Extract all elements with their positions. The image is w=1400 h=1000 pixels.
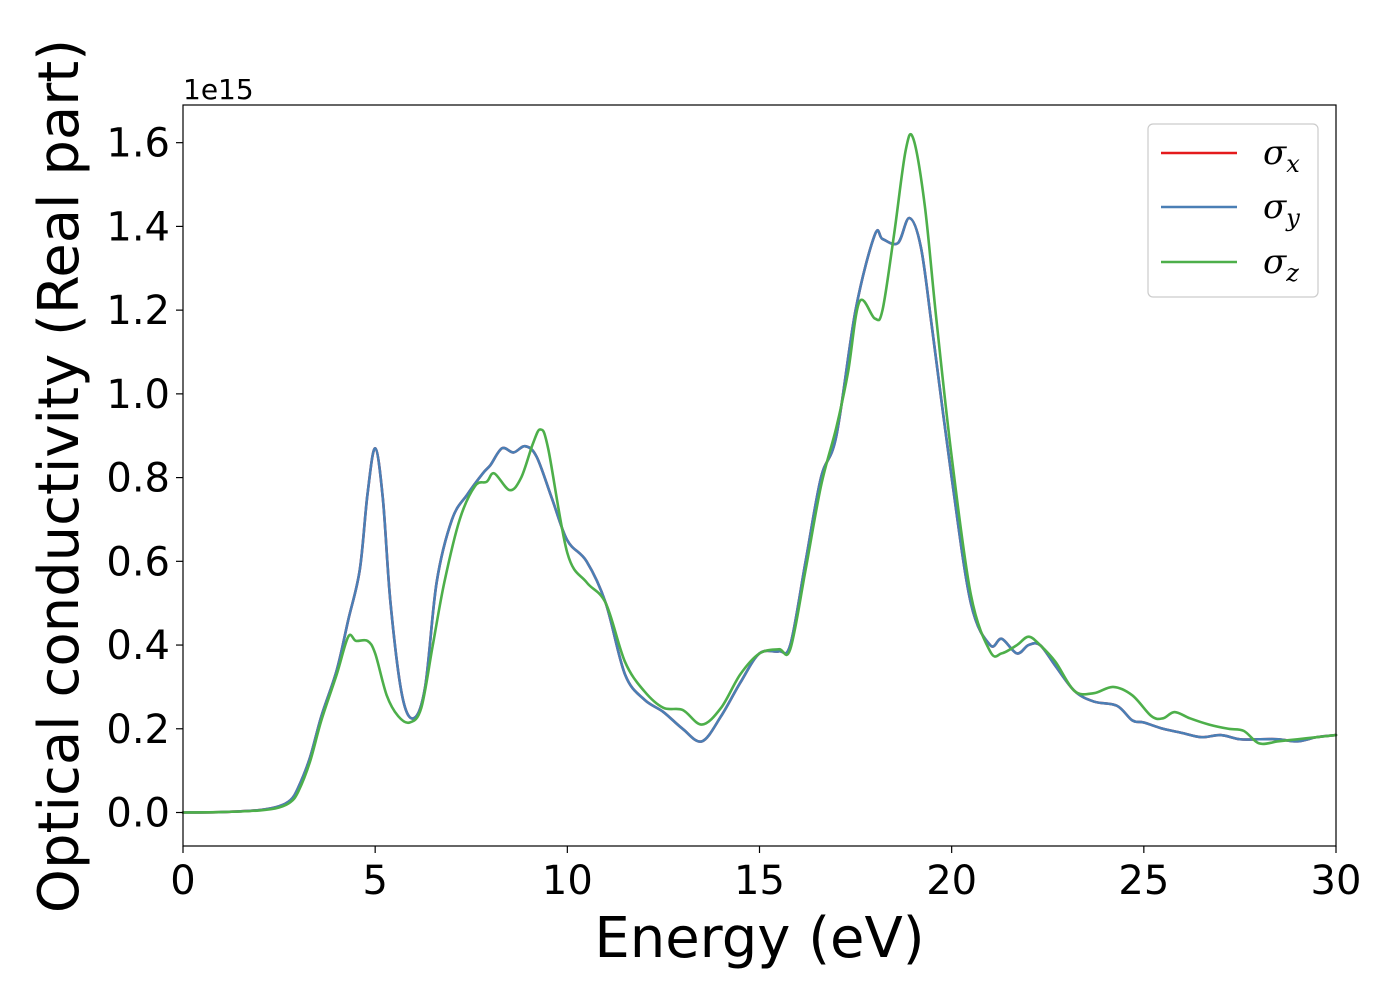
series-line-sigma-y [181,216,1338,814]
y-tick-label: 1.6 [106,121,170,167]
legend-label-sigma-y: σy [1263,187,1300,232]
y-tick-label: 1.4 [106,204,170,250]
series-line-sigma-z [181,132,1338,814]
y-tick-label: 0.2 [106,707,170,753]
x-tick-label: 30 [1311,858,1362,904]
legend-box [1147,123,1319,298]
x-tick-label: 5 [362,858,387,904]
y-axis-offset-label: 1e15 [183,73,254,106]
y-axis-title: Optical conductivity (Real part) [27,39,92,913]
x-axis-ticks: 0 5 10 15 20 25 30 [170,846,1361,904]
y-tick-label: 0.8 [106,456,170,502]
y-axis-ticks: 0.0 0.2 0.4 0.6 0.8 1.0 1.2 1.4 1.6 [106,121,183,837]
x-tick-label: 20 [926,858,977,904]
x-axis-title: Energy (eV) [594,906,924,971]
y-tick-label: 0.6 [106,539,170,585]
series-layer [181,132,1338,814]
y-tick-label: 0.4 [106,623,170,669]
y-tick-label: 1.2 [106,288,170,334]
y-tick-label: 1.0 [106,372,170,418]
y-tick-label: 0.0 [106,791,170,837]
x-tick-label: 15 [734,858,785,904]
x-tick-label: 25 [1118,858,1169,904]
x-tick-label: 10 [542,858,593,904]
x-tick-label: 0 [170,858,195,904]
